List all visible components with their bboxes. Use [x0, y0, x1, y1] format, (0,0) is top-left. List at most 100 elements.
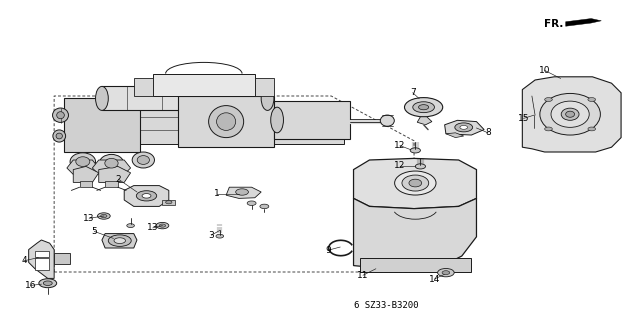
Text: 10: 10 [539, 66, 550, 75]
Circle shape [410, 148, 420, 153]
Circle shape [588, 127, 596, 131]
Text: 3: 3 [208, 231, 215, 240]
Circle shape [588, 98, 596, 101]
Circle shape [114, 238, 125, 244]
Polygon shape [54, 253, 70, 264]
Text: 8: 8 [485, 128, 491, 137]
Circle shape [97, 213, 110, 219]
Circle shape [455, 123, 473, 132]
Polygon shape [102, 86, 268, 110]
Text: 9: 9 [325, 246, 331, 255]
Text: 7: 7 [410, 88, 416, 97]
Polygon shape [105, 181, 118, 187]
Polygon shape [255, 78, 274, 96]
Ellipse shape [271, 107, 283, 133]
Ellipse shape [70, 153, 96, 171]
Text: 12: 12 [394, 161, 406, 170]
Text: 1: 1 [213, 189, 220, 198]
Polygon shape [73, 166, 99, 182]
Polygon shape [153, 74, 255, 96]
Ellipse shape [96, 86, 108, 110]
Polygon shape [566, 19, 601, 26]
Polygon shape [29, 240, 54, 278]
Polygon shape [67, 160, 99, 174]
Text: FR.: FR. [544, 19, 563, 29]
Text: 13: 13 [147, 223, 159, 232]
Ellipse shape [132, 152, 155, 168]
Ellipse shape [208, 106, 243, 138]
Polygon shape [178, 96, 274, 147]
Ellipse shape [566, 111, 575, 117]
Ellipse shape [57, 112, 64, 119]
Circle shape [460, 125, 468, 129]
Circle shape [545, 127, 552, 131]
Circle shape [216, 234, 224, 238]
Ellipse shape [551, 101, 589, 127]
Circle shape [101, 214, 107, 218]
Ellipse shape [137, 156, 150, 164]
Bar [35, 258, 49, 270]
Circle shape [415, 164, 426, 169]
Circle shape [127, 224, 134, 228]
Bar [35, 251, 49, 257]
Polygon shape [80, 181, 92, 187]
Ellipse shape [380, 115, 394, 126]
Text: 14: 14 [429, 275, 440, 284]
Circle shape [247, 201, 256, 205]
Ellipse shape [76, 157, 90, 166]
Text: 15: 15 [518, 114, 529, 123]
Text: 12: 12 [394, 141, 406, 150]
Ellipse shape [409, 179, 422, 187]
Circle shape [156, 222, 169, 229]
Polygon shape [99, 166, 131, 182]
Circle shape [166, 201, 172, 204]
Ellipse shape [561, 108, 579, 120]
Polygon shape [445, 120, 484, 135]
Ellipse shape [261, 86, 274, 110]
Circle shape [260, 204, 269, 209]
Ellipse shape [99, 155, 124, 172]
Polygon shape [64, 98, 140, 152]
Polygon shape [134, 78, 153, 96]
Text: 13: 13 [83, 214, 95, 223]
Polygon shape [102, 234, 137, 248]
Circle shape [419, 105, 429, 110]
Circle shape [438, 268, 454, 277]
Circle shape [142, 194, 151, 198]
Circle shape [43, 281, 52, 285]
Text: 11: 11 [357, 271, 369, 280]
Circle shape [413, 102, 434, 113]
Text: 5: 5 [91, 227, 97, 236]
Polygon shape [124, 186, 169, 206]
Polygon shape [162, 200, 175, 205]
Polygon shape [354, 198, 476, 269]
Ellipse shape [52, 108, 69, 123]
Circle shape [545, 98, 552, 101]
Circle shape [442, 271, 450, 275]
Text: 16: 16 [25, 281, 36, 290]
Ellipse shape [540, 93, 600, 135]
Polygon shape [226, 187, 261, 198]
Polygon shape [92, 160, 131, 174]
Text: 4: 4 [22, 256, 27, 265]
Polygon shape [446, 133, 464, 138]
Polygon shape [522, 77, 621, 152]
Polygon shape [274, 101, 350, 139]
Circle shape [236, 189, 248, 195]
Polygon shape [140, 102, 344, 144]
Ellipse shape [105, 158, 118, 168]
Ellipse shape [394, 171, 436, 195]
Circle shape [136, 191, 157, 201]
Text: 6 SZ33-B3200: 6 SZ33-B3200 [354, 301, 418, 310]
Bar [360, 258, 471, 272]
Ellipse shape [402, 175, 429, 191]
Circle shape [39, 279, 57, 288]
Circle shape [159, 224, 166, 227]
Ellipse shape [217, 113, 236, 131]
Polygon shape [417, 117, 432, 125]
Circle shape [108, 235, 131, 246]
Text: 2: 2 [116, 175, 121, 184]
Ellipse shape [56, 133, 62, 139]
Ellipse shape [53, 130, 66, 142]
Polygon shape [354, 158, 476, 209]
